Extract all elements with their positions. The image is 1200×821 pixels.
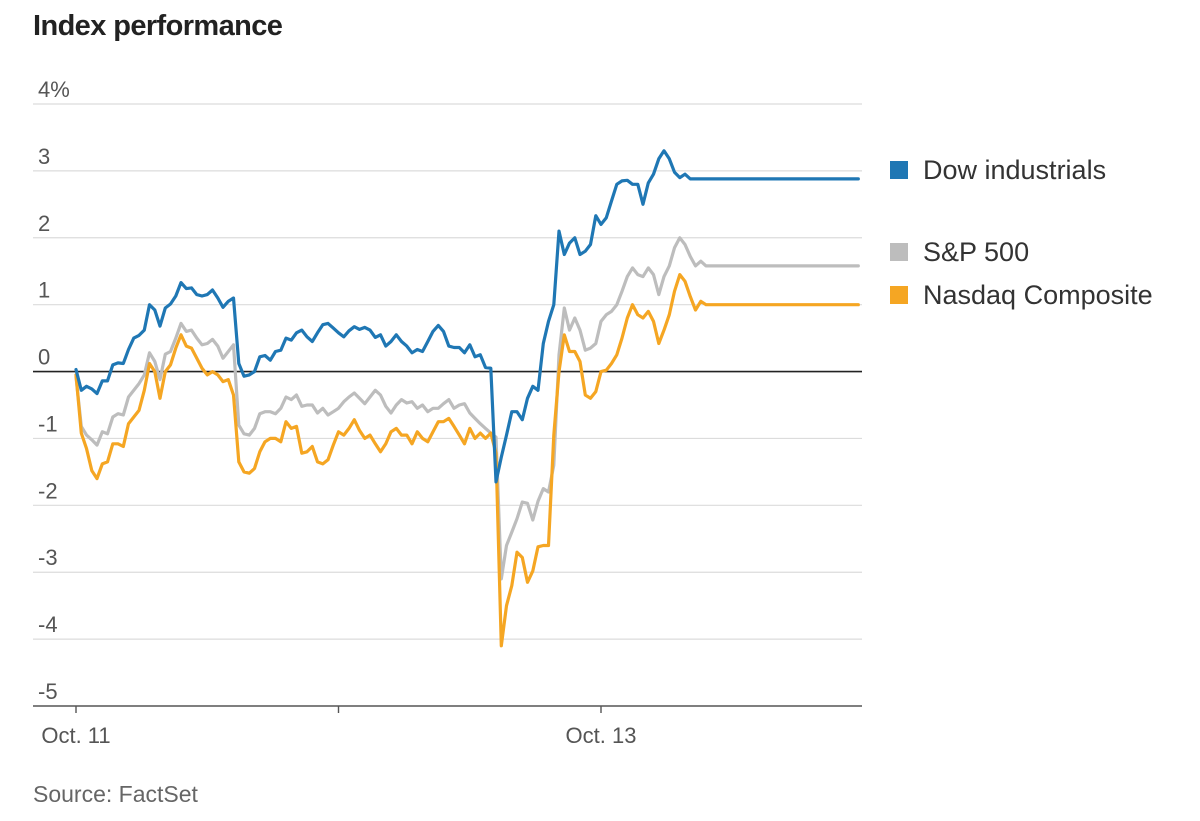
- legend-label-dow: Dow industrials: [923, 154, 1107, 185]
- y-tick-label: 0: [38, 345, 50, 370]
- y-tick-label: -1: [38, 411, 58, 436]
- series-line-nasdaq: [74, 273, 860, 648]
- legend-swatch-sp500: [890, 243, 908, 261]
- chart-source: Source: FactSet: [33, 781, 198, 807]
- y-tick-label: 3: [38, 144, 50, 169]
- legend-swatch-nasdaq: [890, 286, 908, 304]
- y-tick-label: 2: [38, 211, 50, 236]
- x-tick-label: Oct. 11: [41, 723, 110, 748]
- legend-item-sp500: S&P 500: [890, 236, 1029, 268]
- y-tick-label: -2: [38, 478, 58, 503]
- y-tick-label: -3: [38, 545, 58, 570]
- x-axis: Oct. 11 Oct. 13: [33, 705, 862, 748]
- x-tick-label: Oct. 13: [566, 723, 637, 748]
- y-tick-label: -4: [38, 612, 58, 637]
- chart-title: Index performance: [33, 10, 283, 42]
- legend-label-nasdaq: Nasdaq Composite: [923, 279, 1153, 310]
- legend-item-dow: Dow industrials: [890, 154, 1106, 186]
- series-lines: [74, 149, 860, 648]
- series-line-dow: [74, 149, 860, 484]
- series-line-sp500: [74, 236, 860, 581]
- legend-swatch-dow: [890, 161, 908, 179]
- y-tick-label: 1: [38, 278, 50, 303]
- legend-label-sp500: S&P 500: [923, 236, 1030, 267]
- y-axis-tick-labels: 4% 3 2 1 0 -1 -2 -3 -4 -5: [38, 77, 70, 704]
- y-tick-label: -5: [38, 679, 58, 704]
- legend-item-nasdaq: Nasdaq Composite: [890, 279, 1153, 311]
- y-tick-label: 4%: [38, 77, 70, 102]
